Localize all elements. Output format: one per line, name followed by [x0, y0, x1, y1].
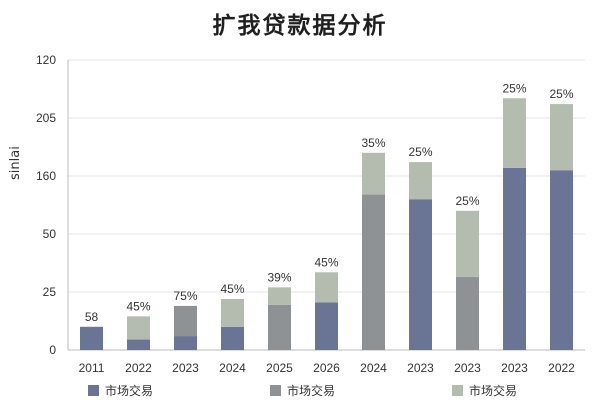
- y-tick-label: 160: [36, 169, 56, 183]
- data-label: 45%: [220, 282, 244, 296]
- bar-segment: [409, 199, 432, 350]
- bar-segment: [221, 326, 244, 350]
- bar-segment: [362, 152, 385, 195]
- data-label: 45%: [314, 255, 338, 269]
- legend-swatch-3: [452, 385, 463, 396]
- legend-item-3: 市场交易: [452, 382, 517, 399]
- legend-item-2: 市场交易: [270, 382, 335, 399]
- y-tick-label: 205: [36, 111, 56, 125]
- legend-label-3: 市场交易: [469, 384, 518, 398]
- bar-segment: [362, 194, 385, 350]
- bar-segment: [127, 316, 150, 340]
- legend: 市场交易 市场交易 市场交易: [0, 382, 600, 400]
- bar-segment: [221, 298, 244, 327]
- y-tick-label: 0: [49, 343, 56, 357]
- y-tick-label: 50: [43, 227, 57, 241]
- bar-segment: [268, 304, 291, 350]
- bar-segment: [80, 326, 103, 350]
- bar-segment: [503, 98, 526, 168]
- x-tick-label: 2022: [548, 361, 575, 375]
- bar-segment: [456, 210, 479, 277]
- bar-segment: [174, 305, 197, 337]
- data-label: 75%: [173, 289, 197, 303]
- bar-segment: [409, 162, 432, 200]
- bar-segment: [550, 104, 573, 171]
- legend-label-2: 市场交易: [287, 384, 336, 398]
- legend-swatch-1: [88, 385, 99, 396]
- x-tick-label: 2023: [172, 361, 199, 375]
- data-label: 25%: [549, 87, 573, 101]
- x-tick-label: 2025: [266, 361, 293, 375]
- legend-label-1: 市场交易: [105, 384, 154, 398]
- x-tick-label: 2023: [454, 361, 481, 375]
- x-tick-label: 2022: [125, 361, 152, 375]
- x-tick-label: 2026: [313, 361, 340, 375]
- bar-segment: [503, 167, 526, 350]
- x-tick-label: 2024: [219, 361, 246, 375]
- data-label: 25%: [408, 145, 432, 159]
- x-tick-label: 2023: [501, 361, 528, 375]
- x-tick-label: 2023: [407, 361, 434, 375]
- legend-item-1: 市场交易: [88, 382, 153, 399]
- x-tick-label: 2011: [79, 361, 105, 375]
- data-label: 25%: [455, 194, 479, 208]
- data-label: 58: [85, 310, 99, 324]
- legend-swatch-2: [270, 385, 281, 396]
- chart-title: 扩我贷款据分析: [212, 13, 388, 39]
- bar-segment: [550, 170, 573, 350]
- data-label: 39%: [267, 270, 291, 284]
- bar-segment: [315, 302, 338, 350]
- data-label: 45%: [126, 299, 150, 313]
- data-label: 35%: [361, 136, 385, 150]
- y-tick-label: 120: [36, 53, 56, 67]
- data-label: 25%: [502, 81, 526, 95]
- bar-segment: [127, 339, 150, 350]
- bar-segment: [268, 287, 291, 305]
- bar-segment: [456, 276, 479, 350]
- x-tick-label: 2024: [360, 361, 387, 375]
- y-tick-label: 25: [43, 285, 57, 299]
- bar-segment: [174, 336, 197, 350]
- bar-segment: [315, 272, 338, 303]
